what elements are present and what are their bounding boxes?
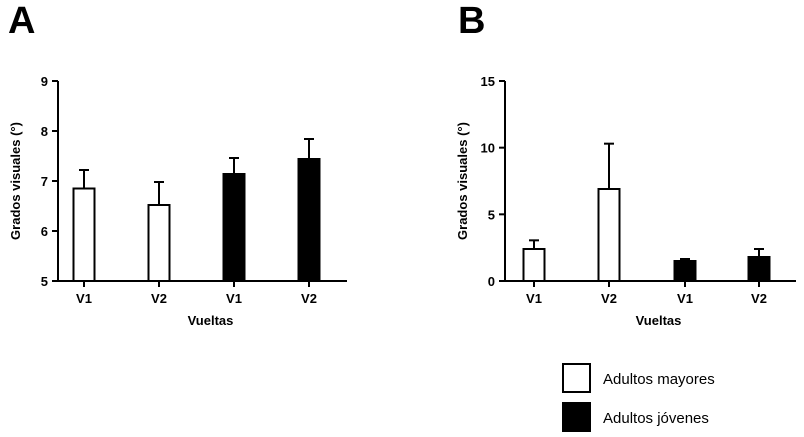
panel-b: B 0 5 10 15 V1 V2 V1 V2 Vueltas Grados visuales (°… [455,0,796,328]
y-tick-label: 7 [41,174,48,189]
y-tick-label: 5 [41,274,48,289]
x-tick-label: V1 [677,291,693,306]
x-tick-label: V2 [751,291,767,306]
panel-a: A 5 6 7 8 9 V1 V2 V1 V2 Vueltas Grados visuales (°) [8,0,347,328]
x-tick-label: V1 [526,291,542,306]
bar-adultos-mayores [147,204,171,282]
x-axis-title: Vueltas [636,313,682,328]
x-tick-label: V1 [226,291,242,306]
bar-adultos-jovenes [222,173,246,282]
bar-adultos-jovenes [297,158,321,282]
legend-swatch-adultos-jovenes [562,402,591,432]
x-tick-label: V2 [301,291,317,306]
x-tick-label: V2 [151,291,167,306]
legend-label-adultos-mayores: Adultos mayores [603,371,715,388]
bar-adultos-mayores [522,248,546,282]
bar-adultos-jovenes [673,260,697,282]
bar-adultos-jovenes [747,256,771,282]
y-tick-label: 9 [41,74,48,89]
x-axis-title: Vueltas [188,313,234,328]
legend-label-adultos-jovenes: Adultos jóvenes [603,410,709,427]
y-tick-label: 8 [41,124,48,139]
y-tick-label: 15 [481,74,495,89]
x-tick-label: V1 [76,291,92,306]
y-axis-title: Grados visuales (°) [455,122,470,240]
y-tick-label: 5 [488,207,495,222]
y-axis-title: Grados visuales (°) [8,122,23,240]
bar-adultos-mayores [72,187,96,282]
legend: Adultos mayores Adultos jóvenes [562,363,715,432]
panel-letter: A [8,0,35,42]
y-tick-label: 10 [481,141,495,156]
panel-letter: B [458,0,485,42]
legend-swatch-adultos-mayores [562,363,591,393]
y-tick-label: 0 [488,274,495,289]
bar-adultos-mayores [597,188,621,282]
y-tick-label: 6 [41,224,48,239]
x-tick-label: V2 [601,291,617,306]
